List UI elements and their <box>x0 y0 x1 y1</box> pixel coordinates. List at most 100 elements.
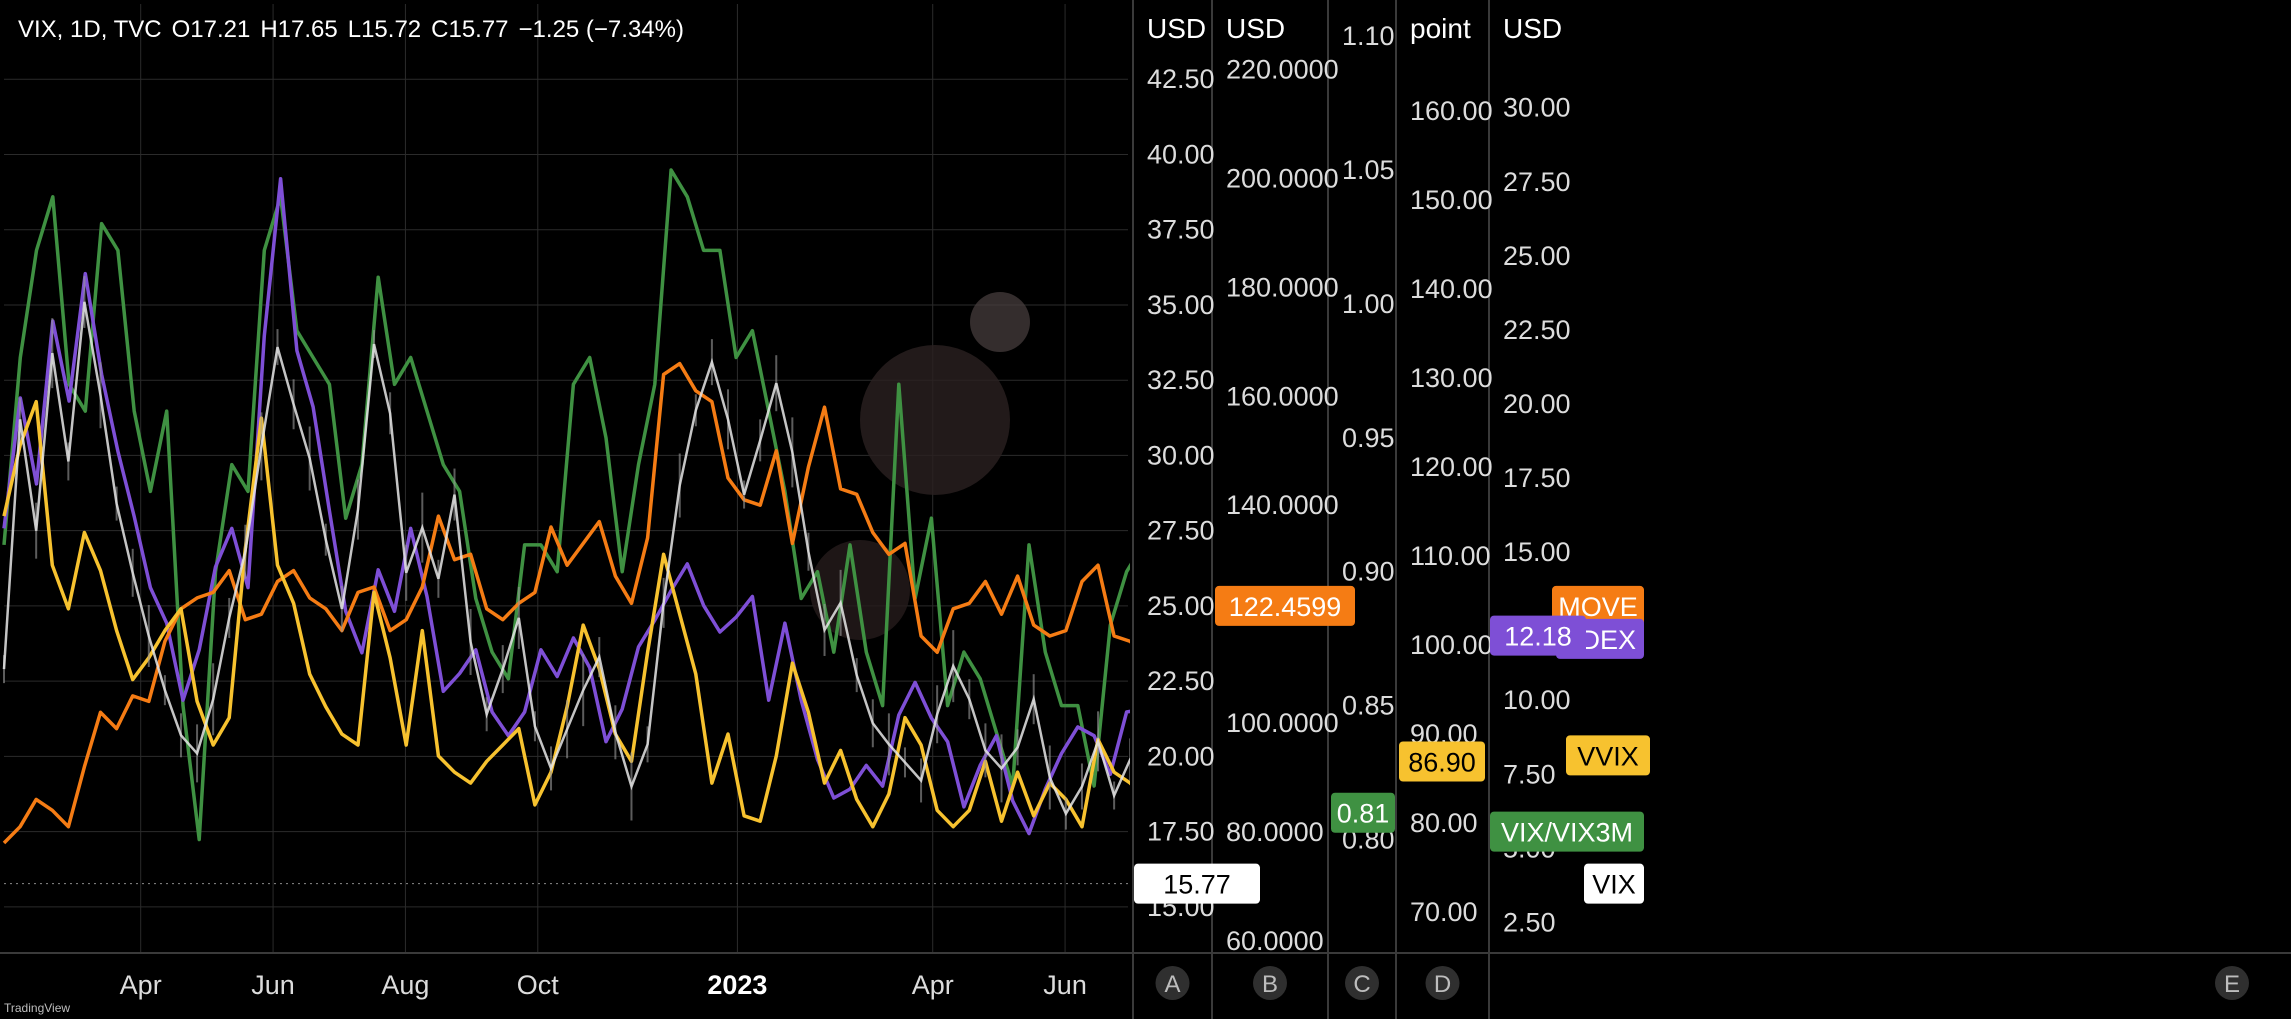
tag-vix-vix3m-name-box <box>1490 811 1644 852</box>
tag-vvix-name-text: VVIX <box>1577 741 1639 771</box>
price-tick-label: 35.00 <box>1147 290 1215 320</box>
legend-low: L15.72 <box>347 16 422 43</box>
price-scale-e[interactable]: USD2.505.007.5010.0012.5015.0017.5020.00… <box>1503 13 2249 1000</box>
tag-tdex-value: 12.18 <box>1490 615 1586 656</box>
legend-open: O17.21 <box>171 16 251 43</box>
price-tick-label: 20.00 <box>1503 389 1571 419</box>
time-tick-label: Apr <box>120 970 162 1000</box>
tag-vix-vix3m-value-box <box>1331 792 1395 833</box>
price-tick-label: 180.0000 <box>1226 272 1339 302</box>
tag-vix-name: VIX <box>1584 863 1644 904</box>
price-tick-label: 22.50 <box>1147 666 1215 696</box>
price-tick-label: 70.00 <box>1410 897 1478 927</box>
axis-letter-badge[interactable] <box>1155 966 1190 1000</box>
tradingview-brand: TradingView <box>4 1001 71 1015</box>
legend-close: C15.77 <box>431 16 509 43</box>
price-tick-label: 17.50 <box>1147 817 1215 847</box>
price-tick-label: 100.00 <box>1410 630 1493 660</box>
axis-letter-badge[interactable] <box>1345 966 1379 1000</box>
price-tick-label: 32.50 <box>1147 365 1215 395</box>
tradingview-watermark <box>810 292 1030 640</box>
tag-vix-value-box <box>1134 863 1260 904</box>
watermark-dot <box>810 540 910 640</box>
time-scale[interactable]: Apr Jun Aug Oct 2023 Apr Jun <box>0 954 1130 1019</box>
price-scale-a[interactable]: USD15.0017.5020.0022.5025.0027.5030.0032… <box>1147 13 1215 1000</box>
tag-move-value-box <box>1215 585 1355 626</box>
price-tick-label: 0.90 <box>1342 557 1395 587</box>
tag-vvix-value: 86.90 <box>1399 741 1485 782</box>
price-tick-label: 1.00 <box>1342 289 1395 319</box>
axis-letter: E <box>2224 971 2240 998</box>
series-legend[interactable]: VIX, 1D, TVC O17.21 H17.65 L15.72 C15.77 −1.2… <box>18 16 694 44</box>
price-tick-label: 100.0000 <box>1226 708 1339 738</box>
price-tick-label: 1.05 <box>1342 155 1395 185</box>
tag-tdex-value-box <box>1490 615 1586 656</box>
time-scale-background <box>0 954 1130 1019</box>
tag-vvix-name-box <box>1566 735 1650 776</box>
price-tick-label: 200.0000 <box>1226 163 1339 193</box>
price-tick-label: 25.00 <box>1503 241 1571 271</box>
price-tick-label: 130.00 <box>1410 363 1493 393</box>
price-scale-unit: USD <box>1503 13 1562 44</box>
watermark-dot <box>860 345 1010 495</box>
axis-letter-badge[interactable] <box>2215 966 2249 1000</box>
price-tick-label: 160.0000 <box>1226 381 1339 411</box>
tag-vix-vix3m-name: VIX/VIX3M <box>1490 811 1644 852</box>
price-tick-label: 27.50 <box>1503 167 1571 197</box>
price-tick-label: 10.00 <box>1503 685 1571 715</box>
legend-symbol[interactable]: VIX, 1D, TVC <box>18 16 162 43</box>
tag-move-value: 122.4599 <box>1215 585 1355 626</box>
tag-vvix-name: VVIX <box>1566 735 1650 776</box>
price-tick-label: 1.10 <box>1342 21 1395 51</box>
tag-vvix-value-box <box>1399 741 1485 782</box>
price-scale-unit: point <box>1410 13 1471 44</box>
tag-vix-vix3m-name-text: VIX/VIX3M <box>1501 818 1633 848</box>
price-scale-d[interactable]: point70.0080.0090.00100.00110.00120.0013… <box>1410 13 1493 1000</box>
price-tick-label: 27.50 <box>1147 516 1215 546</box>
price-tick-label: 160.00 <box>1410 96 1493 126</box>
price-tick-label: 80.0000 <box>1226 817 1324 847</box>
price-tick-label: 0.85 <box>1342 691 1395 721</box>
price-tick-label: 15.00 <box>1503 537 1571 567</box>
axis-letter: D <box>1434 971 1451 998</box>
price-tick-label: 0.95 <box>1342 423 1395 453</box>
price-tick-label: 120.00 <box>1410 452 1493 482</box>
price-scale-c[interactable]: 0.800.850.900.951.001.051.10C <box>1342 21 1395 1000</box>
price-tick-label: 37.50 <box>1147 215 1215 245</box>
price-tick-label: 22.50 <box>1503 315 1571 345</box>
series-value-tags: MOVETDEXVVIXVIX/VIX3MVIX15.77122.45990.8… <box>1134 585 1650 904</box>
price-tick-label: 60.0000 <box>1226 926 1324 956</box>
tag-tdex-value-text: 12.18 <box>1504 622 1572 652</box>
price-tick-label: 30.00 <box>1503 93 1571 123</box>
time-tick-label: 2023 <box>707 970 767 1000</box>
price-tick-label: 220.0000 <box>1226 54 1339 84</box>
axis-letter: A <box>1164 971 1180 998</box>
price-tick-label: 80.00 <box>1410 808 1478 838</box>
axis-letter-badge[interactable] <box>1425 966 1460 1000</box>
price-tick-label: 140.00 <box>1410 274 1493 304</box>
axis-letter-badge[interactable] <box>1253 966 1287 1000</box>
legend-change: −1.25 (−7.34%) <box>518 16 684 43</box>
axis-letter: B <box>1262 971 1278 998</box>
tag-vix-name-text: VIX <box>1592 870 1636 900</box>
price-tick-label: 110.00 <box>1410 541 1491 571</box>
time-tick-label: Apr <box>912 970 954 1000</box>
price-tick-label: 40.00 <box>1147 139 1215 169</box>
time-tick-label: Oct <box>517 970 560 1000</box>
time-tick-label: Aug <box>381 970 429 1000</box>
time-tick-label: Jun <box>251 970 295 1000</box>
watermark-dot <box>970 292 1030 352</box>
tag-vix-value-text: 15.77 <box>1163 870 1231 900</box>
price-tick-label: 7.50 <box>1503 759 1556 789</box>
price-tick-label: 2.50 <box>1503 907 1556 937</box>
price-tick-label: 30.00 <box>1147 440 1215 470</box>
price-tick-label: 25.00 <box>1147 591 1215 621</box>
axis-letter: C <box>1353 971 1370 998</box>
price-tick-label: 150.00 <box>1410 185 1493 215</box>
tag-move-value-text: 122.4599 <box>1229 592 1342 622</box>
tag-vvix-value-text: 86.90 <box>1408 748 1476 778</box>
price-tick-label: 20.00 <box>1147 741 1215 771</box>
legend-high: H17.65 <box>260 16 338 43</box>
